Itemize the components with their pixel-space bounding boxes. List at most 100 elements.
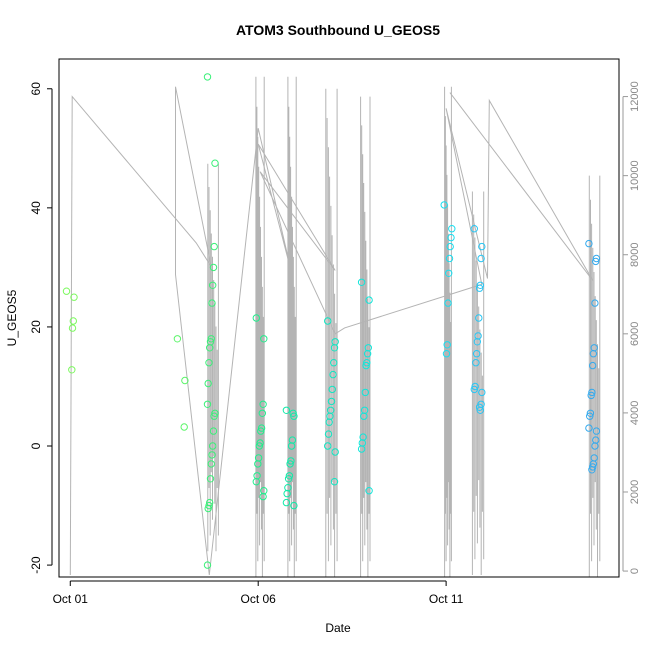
data-point <box>589 361 597 370</box>
data-point <box>475 284 484 292</box>
data-point <box>363 350 372 358</box>
data-point <box>257 424 266 432</box>
data-point <box>203 73 212 81</box>
data-point <box>442 350 451 358</box>
data-point <box>206 344 214 352</box>
altitude-burst-5 <box>360 96 371 577</box>
altitude-burst-2 <box>255 76 265 577</box>
data-point <box>476 281 484 289</box>
data-point <box>203 400 212 408</box>
data-point <box>180 423 188 431</box>
data-point <box>204 379 212 388</box>
data-point <box>588 466 596 474</box>
data-point <box>255 442 263 450</box>
data-point <box>286 460 294 468</box>
y-axis-label: U_GEOS5 <box>5 289 19 346</box>
data-point <box>260 335 268 343</box>
data-point <box>447 233 455 242</box>
data-point <box>173 335 182 343</box>
axes-layer: -20 0 20 40 60 0 2000 4000 6000 8000 10000 12000 Oct… <box>29 58 641 606</box>
data-point <box>446 242 454 251</box>
x-tick-label: Oct 11 <box>429 592 464 606</box>
data-point <box>360 412 368 420</box>
data-point <box>256 439 264 447</box>
data-point <box>209 263 218 272</box>
x-tick-label: Oct 01 <box>53 592 89 606</box>
data-point <box>209 427 218 435</box>
data-point <box>330 344 339 352</box>
altitude-trace-line <box>69 86 594 576</box>
altitude-burst-4 <box>325 88 338 577</box>
data-point <box>210 242 218 251</box>
data-point <box>327 397 336 406</box>
data-point <box>282 406 291 414</box>
data-point <box>209 281 217 289</box>
data-point <box>363 359 371 367</box>
data-point <box>211 409 219 417</box>
data-points-layer <box>62 73 601 569</box>
altitude-trace-layer <box>69 76 601 577</box>
data-point <box>252 314 260 322</box>
data-point <box>475 314 483 322</box>
data-point <box>208 299 216 307</box>
data-point <box>585 424 593 432</box>
data-point <box>203 561 212 569</box>
data-point <box>290 501 298 510</box>
data-point <box>70 293 78 301</box>
data-point <box>324 442 332 450</box>
data-point <box>68 366 76 374</box>
data-point <box>259 400 267 408</box>
data-point <box>591 442 599 450</box>
y-tick-label: -20 <box>29 556 43 574</box>
data-point <box>211 159 219 167</box>
y2-tick-label: 4000 <box>629 401 641 425</box>
data-point <box>443 341 451 349</box>
data-point <box>328 385 336 394</box>
data-point <box>357 445 366 453</box>
data-point <box>287 457 295 465</box>
data-point <box>589 350 598 358</box>
data-point <box>258 409 266 417</box>
altitude-burst-6 <box>444 86 452 577</box>
altitude-burst-8 <box>588 175 601 577</box>
data-point <box>473 338 481 346</box>
data-point <box>282 498 291 507</box>
data-point <box>181 376 189 385</box>
data-point <box>330 359 338 367</box>
data-point <box>62 287 71 295</box>
data-point <box>330 478 339 486</box>
data-point <box>589 463 597 471</box>
y-tick-label: 20 <box>29 320 43 334</box>
data-point <box>585 239 593 248</box>
data-point <box>284 475 293 483</box>
data-point <box>365 296 373 304</box>
y2-tick-label: 12000 <box>629 81 641 112</box>
data-point <box>290 412 298 420</box>
data-point <box>477 254 485 263</box>
data-point <box>471 382 479 391</box>
data-point <box>324 317 332 325</box>
data-point <box>69 317 78 325</box>
data-point <box>329 370 337 379</box>
data-point <box>209 442 217 450</box>
data-point <box>587 391 595 400</box>
data-point <box>362 361 370 370</box>
data-point <box>472 359 480 367</box>
x-tick-label: Oct 06 <box>241 592 277 606</box>
data-point <box>445 254 454 263</box>
y-tick-label: 60 <box>29 82 43 96</box>
data-point <box>324 430 333 438</box>
data-point <box>254 460 262 468</box>
data-point <box>591 299 599 307</box>
data-point <box>478 388 486 397</box>
data-point <box>68 324 77 332</box>
data-point <box>325 418 333 426</box>
data-point <box>470 225 478 233</box>
data-point <box>476 406 484 414</box>
data-point <box>259 492 267 501</box>
data-point <box>205 501 213 510</box>
data-point <box>586 409 595 417</box>
data-point <box>592 257 600 266</box>
x-axis-label: Date <box>325 621 351 635</box>
plot-frame <box>58 58 620 578</box>
